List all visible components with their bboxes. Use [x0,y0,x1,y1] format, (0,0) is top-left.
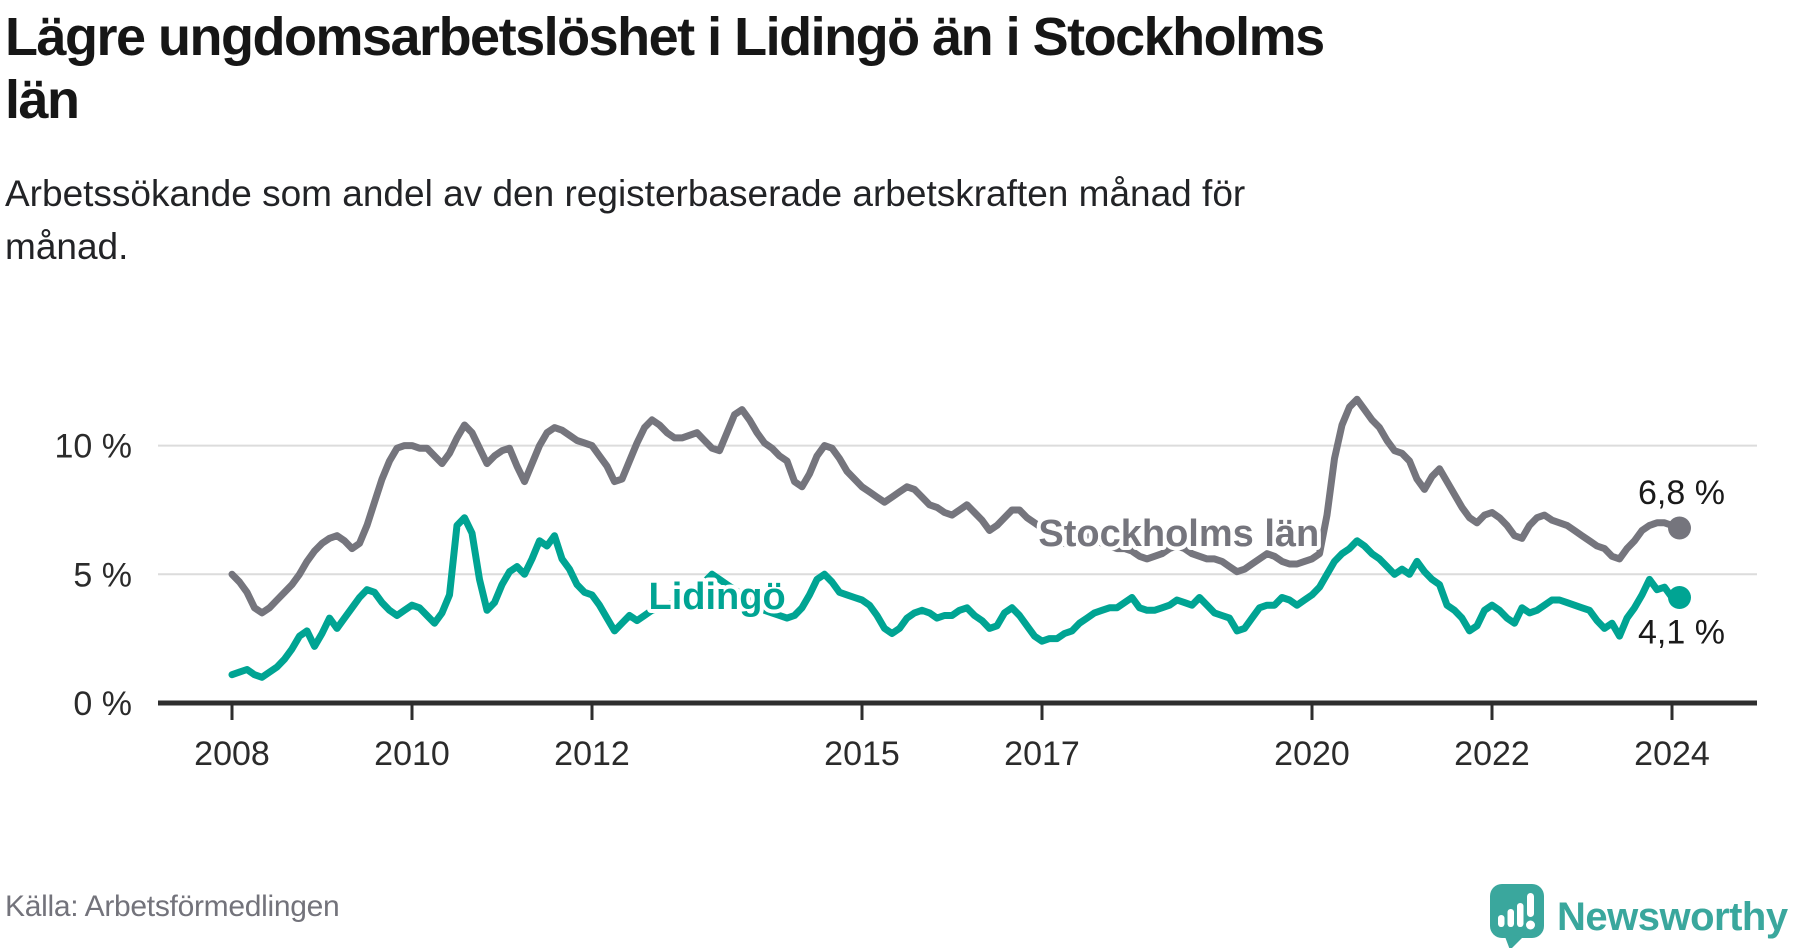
x-tick-label-2008: 2008 [194,735,270,773]
y-tick-label-10: 10 % [55,428,133,466]
newsworthy-logo: Newsworthy [1490,884,1788,948]
x-tick-label-2022: 2022 [1454,735,1530,773]
newsworthy-logo-icon [1490,884,1544,948]
series-line-lidingö [228,514,1683,681]
series-label-stockholms-län: Stockholms län [1038,513,1319,555]
series-label-lidingö: Lidingö [649,576,786,618]
x-tick-label-2010: 2010 [374,735,450,773]
unemployment-line-chart: Stockholms län Lidingö 6,8 % 4,1 % 2008 2010 2… [55,395,1757,773]
end-dot-stockholms-län [1668,516,1691,540]
end-label-stockholms-län: 6,8 % [1638,474,1725,512]
x-tick-label-2017: 2017 [1004,735,1080,773]
newsworthy-logo-text: Newsworthy [1557,894,1788,939]
chart-title: Lägre ungdomsarbetslöshet i Lidingö än i… [5,7,1325,130]
y-tick-label-0: 0 % [73,685,132,723]
x-tick-label-2020: 2020 [1274,735,1350,773]
series-line-stockholms-län [228,395,1683,617]
x-tick-label-2015: 2015 [824,735,900,773]
end-dot-lidingö [1668,585,1691,609]
source-note: Källa: Arbetsförmedlingen [5,890,340,923]
x-tick-label-2024: 2024 [1634,735,1710,773]
end-label-lidingö: 4,1 % [1638,613,1725,651]
x-tick-label-2012: 2012 [554,735,630,773]
chart-subtitle: Arbetssökande som andel av den registerb… [5,173,1246,267]
y-tick-label-5: 5 % [73,556,132,594]
